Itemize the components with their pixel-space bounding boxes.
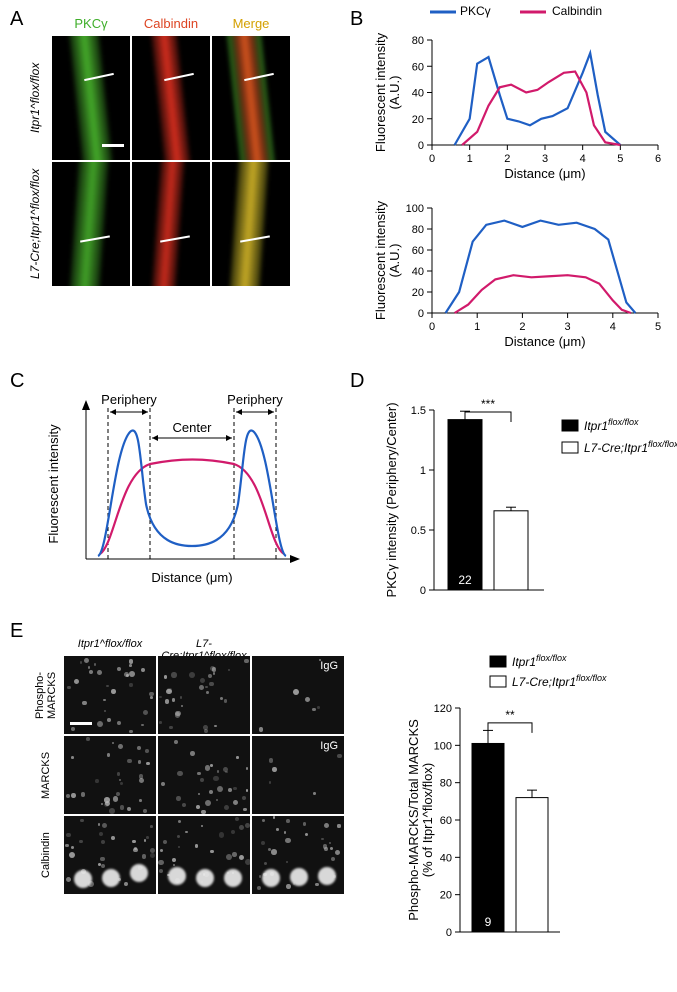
panel-a-hdr-cal: Calbindin [132,16,210,31]
panel-b-chart-top: 0123456020406080Distance (μm)Fluorescent… [378,30,668,183]
panel-a-row1-label: Itpr1^flox/flox [28,36,42,160]
svg-text:20: 20 [412,114,424,126]
panel-a-label: A [10,8,23,31]
svg-text:L7-Cre;Itpr1flox/flox: L7-Cre;Itpr1flox/flox [512,673,607,689]
svg-text:1: 1 [420,465,426,477]
e-cell-1-2: IgG [252,736,344,814]
panel-c-label: C [10,370,24,393]
c-ylabel: Fluorescent intensity [46,424,61,544]
svg-text:Distance (μm): Distance (μm) [504,166,585,181]
panel-c-schematic: Periphery Center Periphery Distance (μm)… [40,394,320,607]
svg-text:100: 100 [406,203,424,215]
svg-text:22: 22 [458,573,472,587]
figure: A B C D E PKCγ Calbindin Merge Itpr1^flo… [0,0,677,992]
micro-r2-c2 [132,162,210,286]
svg-text:40: 40 [440,852,452,864]
svg-text:2: 2 [519,321,525,333]
svg-text:Fluorescent intensity: Fluorescent intensity [373,200,388,320]
svg-text:Distance (μm): Distance (μm) [504,334,585,349]
e-row3: Calbindin [40,816,52,894]
region-right: Periphery [227,392,283,407]
micro-r2-c3 [212,162,290,286]
svg-text:Fluorescent intensity: Fluorescent intensity [373,32,388,152]
svg-text:80: 80 [412,35,424,47]
svg-text:2: 2 [504,153,510,165]
svg-text:0.5: 0.5 [411,525,426,537]
svg-text:60: 60 [412,245,424,257]
svg-text:4: 4 [610,321,616,333]
svg-text:(% of Itpr1^flox/flox): (% of Itpr1^flox/flox) [420,763,435,877]
svg-text:20: 20 [412,287,424,299]
svg-text:Itpr1flox/flox: Itpr1flox/flox [512,653,567,669]
svg-text:**: ** [505,708,515,722]
panel-a-hdr-pkc: PKCγ [52,16,130,31]
svg-text:24: 24 [504,573,518,587]
svg-text:4: 4 [580,153,586,165]
svg-text:0: 0 [418,140,424,152]
panel-a-hdr-merge: Merge [212,16,290,31]
svg-text:Phospho-MARCKS/Total MARCKS: Phospho-MARCKS/Total MARCKS [406,719,421,921]
svg-text:9: 9 [529,915,536,929]
micro-r2-c1 [52,162,130,286]
svg-text:5: 5 [655,321,661,333]
svg-text:60: 60 [440,815,452,827]
svg-text:80: 80 [412,224,424,236]
region-left: Periphery [101,392,157,407]
svg-text:60: 60 [412,61,424,73]
svg-text:20: 20 [440,890,452,902]
panel-b-label: B [350,8,363,31]
e-col1: Itpr1^flox/flox [64,638,156,650]
panel-d-bar: 0 0.5 1 1.5 22 24 *** PKCγ intensity (Periphery… [380,388,670,611]
micro-r1-c2 [132,36,210,160]
e-row1: Phospho- MARCKS [34,656,58,734]
panel-b-chart-bottom: 012345020406080100Distance (μm)Fluoresce… [378,198,668,351]
e-cell-1-1 [158,736,250,814]
svg-text:5: 5 [617,153,623,165]
legend-cal: Calbindin [552,4,602,18]
panel-e-label: E [10,620,23,643]
svg-text:40: 40 [412,88,424,100]
e-cell-1-0 [64,736,156,814]
e-row2: MARCKS [40,736,52,814]
svg-text:3: 3 [542,153,548,165]
svg-text:40: 40 [412,266,424,278]
panel-e-bar: 0 20 40 60 80 100 120 9 9 ** Phospho-MARCKS/Total … [400,650,670,953]
svg-text:120: 120 [434,703,452,715]
svg-text:1.5: 1.5 [411,405,426,417]
svg-text:3: 3 [565,321,571,333]
panel-b-legend: PKCγ Calbindin [430,4,610,23]
c-xlabel: Distance (μm) [151,570,232,585]
e-cell-2-2 [252,816,344,894]
svg-text:L7-Cre;Itpr1flox/flox: L7-Cre;Itpr1flox/flox [584,439,677,455]
svg-text:0: 0 [429,321,435,333]
micro-r1-c1 [52,36,130,160]
e-cell-0-2: IgG [252,656,344,734]
panel-d-label: D [350,370,364,393]
svg-text:Itpr1flox/flox: Itpr1flox/flox [584,417,639,433]
svg-text:1: 1 [467,153,473,165]
panel-e-images: Itpr1^flox/flox L7-Cre;Itpr1^flox/flox P… [64,656,344,894]
e-cell-0-0 [64,656,156,734]
e-cell-0-1 [158,656,250,734]
legend-pkc: PKCγ [460,4,491,18]
svg-text:80: 80 [440,778,452,790]
panel-a-row2-label: L7-Cre;Itpr1^flox/flox [28,162,42,286]
svg-text:9: 9 [485,915,492,929]
panel-a-images: PKCγ Calbindin Merge Itpr1^flox/flox L7-… [52,36,290,286]
svg-text:0: 0 [420,585,426,597]
svg-text:100: 100 [434,740,452,752]
e-cell-2-1 [158,816,250,894]
svg-text:0: 0 [418,308,424,320]
svg-text:***: *** [481,397,495,411]
e-cell-2-0 [64,816,156,894]
svg-text:1: 1 [474,321,480,333]
svg-text:0: 0 [429,153,435,165]
svg-text:0: 0 [446,927,452,939]
svg-text:PKCγ intensity (Periphery/Cent: PKCγ intensity (Periphery/Center) [384,402,399,597]
svg-text:6: 6 [655,153,661,165]
region-center: Center [172,420,212,435]
svg-text:(A.U.): (A.U.) [387,76,402,110]
micro-r1-c3 [212,36,290,160]
svg-text:(A.U.): (A.U.) [387,244,402,278]
